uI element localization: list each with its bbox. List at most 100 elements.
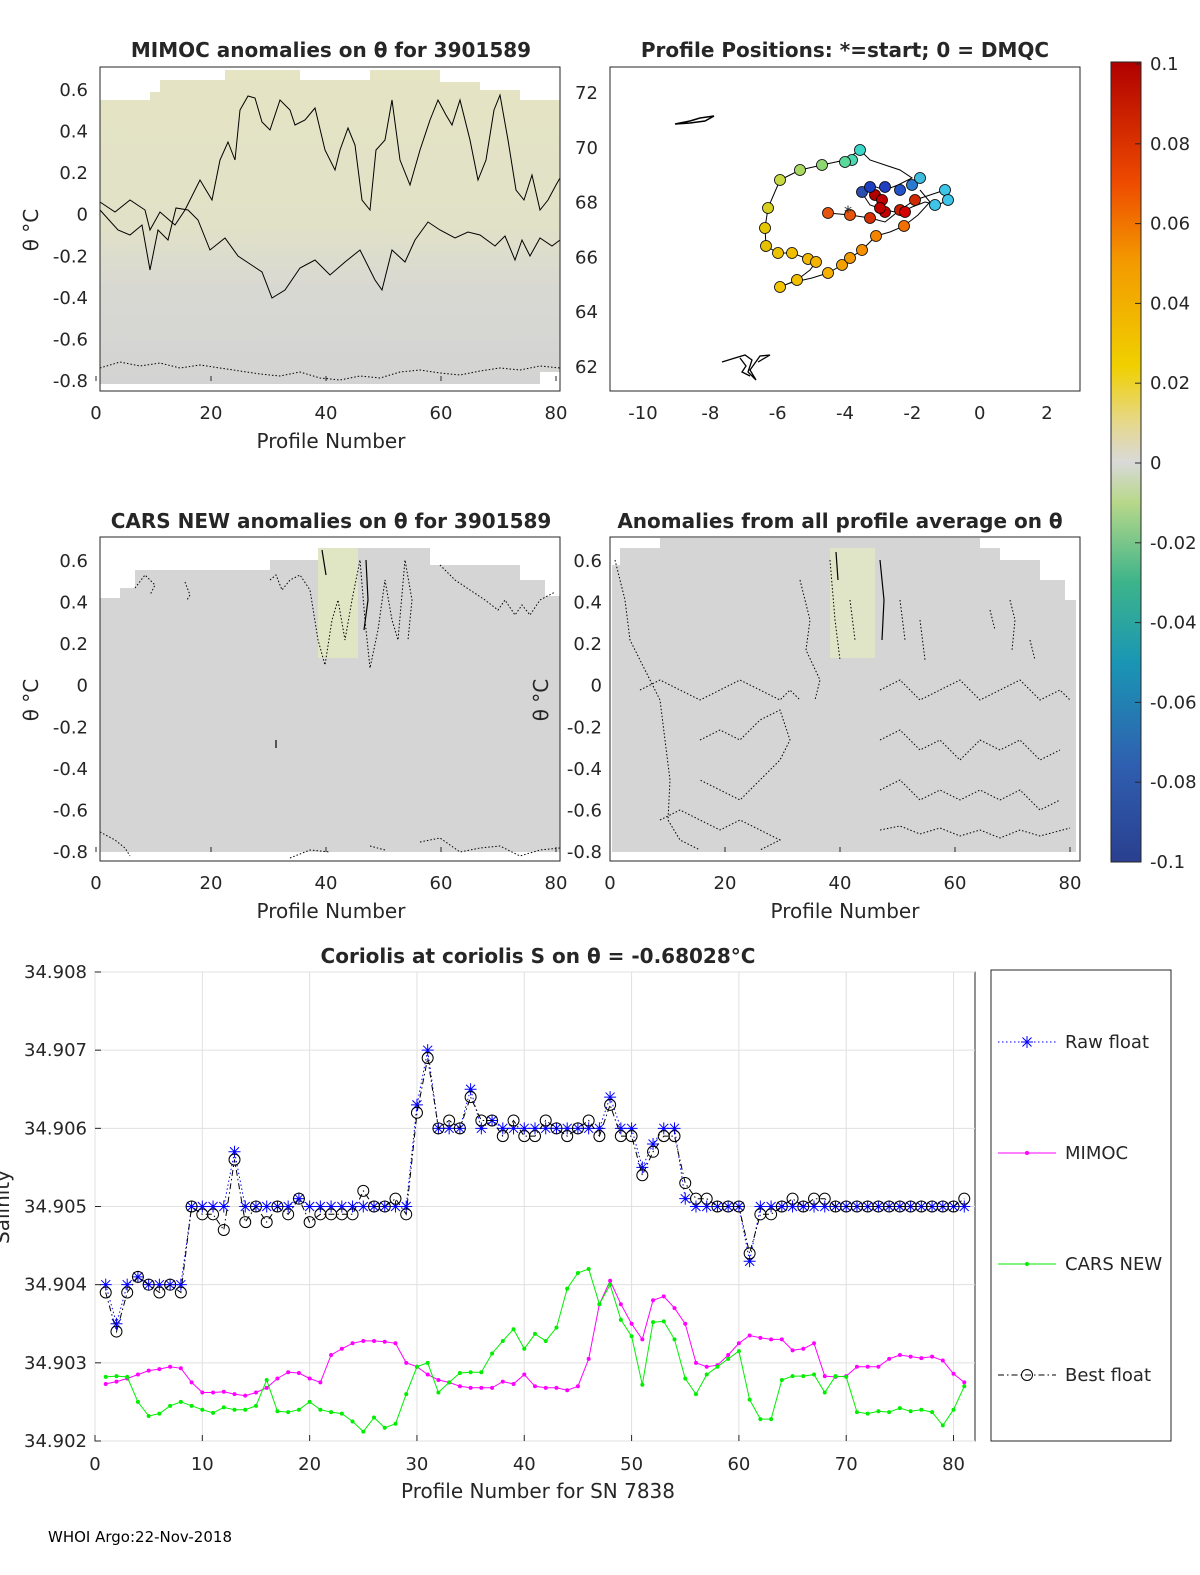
mimoc-ytick: 0 — [77, 205, 88, 226]
data-point — [539, 1122, 552, 1135]
colorbar-tick-labels: 0.1 0.08 0.06 0.04 0.02 0 -0.02 -0.04 -0.06 -0.08… — [1135, 54, 1197, 873]
data-point — [700, 1192, 713, 1205]
data-point — [264, 1378, 269, 1383]
cars-xtick: 80 — [545, 873, 568, 894]
mimoc-panel: MIMOC anomalies on θ for 3901589 0 20 40 60… — [19, 38, 567, 453]
cars-title: CARS NEW anomalies on θ for 3901589 — [111, 509, 552, 533]
data-point — [189, 1403, 194, 1408]
data-point — [958, 1192, 971, 1205]
data-point — [400, 1208, 413, 1221]
legend-label: Best float — [1065, 1365, 1151, 1386]
positions-xtick: -4 — [836, 403, 854, 424]
cars-ytick: 0.4 — [59, 593, 88, 614]
data-point — [146, 1413, 151, 1418]
positions-xtick: 2 — [1041, 403, 1052, 424]
data-point — [554, 1385, 559, 1390]
data-point — [908, 1409, 913, 1414]
data-point — [647, 1137, 660, 1150]
salinity-ylabel: Salinity — [0, 1170, 14, 1244]
colorbar-gradient — [1110, 61, 1142, 863]
data-point — [812, 1341, 817, 1346]
data-point — [314, 1200, 327, 1213]
data-point — [529, 1130, 541, 1143]
data-point — [468, 1385, 473, 1390]
data-point — [711, 1200, 724, 1213]
data-point — [264, 1385, 269, 1390]
data-point — [121, 1286, 134, 1299]
salinity-legend: Raw float MIMOC CARS NEW Best float — [998, 1032, 1162, 1386]
data-point — [457, 1370, 462, 1375]
data-point — [661, 1319, 666, 1324]
data-point — [99, 1278, 112, 1291]
data-point — [958, 1200, 971, 1213]
data-point — [464, 1083, 477, 1096]
data-point — [758, 1417, 763, 1422]
data-point — [221, 1389, 226, 1394]
data-point — [329, 1353, 334, 1358]
salinity-legend-box — [990, 969, 1172, 1442]
data-point — [962, 1384, 967, 1389]
salinity-chart: Coriolis at coriolis S on θ = -0.68028°C… — [0, 944, 1172, 1503]
data-point — [443, 1114, 456, 1127]
cars-x-tick-labels: 0 20 40 60 80 — [90, 847, 567, 894]
mimoc-ytick: -0.8 — [53, 371, 88, 392]
data-point — [275, 1376, 280, 1381]
cars-ytick: 0.6 — [59, 551, 88, 572]
salinity-ytick: 34.907 — [24, 1040, 87, 1061]
data-point — [951, 1371, 956, 1376]
data-point — [533, 1331, 537, 1336]
data-point — [232, 1407, 237, 1412]
allavg-ytick: 0.4 — [573, 593, 602, 614]
data-point — [253, 1390, 258, 1395]
legend-item: Best float — [998, 1365, 1151, 1386]
data-point — [217, 1200, 230, 1213]
data-point — [425, 1360, 430, 1365]
data-point — [636, 1161, 649, 1174]
data-point — [486, 1114, 499, 1127]
salinity-x-tick-labels: 0 10 20 30 40 50 60 70 80 — [89, 1435, 965, 1475]
data-point — [479, 1385, 484, 1390]
data-point — [318, 1380, 323, 1385]
data-point — [722, 1200, 735, 1213]
positions-xtick: -10 — [628, 403, 657, 424]
salinity-ytick: 34.903 — [24, 1353, 87, 1374]
data-point — [640, 1337, 645, 1342]
data-point — [872, 1200, 885, 1213]
data-point — [174, 1286, 187, 1299]
data-point — [651, 1298, 656, 1303]
salinity-xtick: 10 — [191, 1454, 214, 1475]
cars-xtick: 60 — [430, 873, 453, 894]
data-point — [715, 1364, 720, 1369]
data-point — [693, 1392, 698, 1397]
data-point — [221, 1405, 226, 1410]
mimoc-xtick: 0 — [90, 403, 101, 424]
profile-position-markers: * — [759, 144, 954, 293]
data-point — [239, 1216, 252, 1229]
mimoc-ytick: 0.4 — [59, 122, 88, 143]
allavg-panel: Anomalies from all profile average on θ … — [529, 509, 1081, 923]
data-point — [887, 1356, 892, 1361]
series-mimoc — [103, 1278, 967, 1398]
data-point — [786, 1200, 799, 1213]
allavg-axes-box — [609, 536, 1081, 862]
allavg-xlabel: Profile Number — [771, 899, 921, 923]
data-point — [307, 1399, 312, 1404]
allavg-xtick: 80 — [1059, 873, 1082, 894]
data-point — [500, 1379, 505, 1384]
profile-position-marker — [942, 194, 954, 206]
profile-position-marker — [864, 181, 876, 193]
data-point — [561, 1130, 574, 1143]
data-point — [726, 1356, 731, 1361]
salinity-xlabel: Profile Number for SN 7838 — [401, 1479, 675, 1503]
coastline-iceland-north — [674, 115, 715, 125]
data-point — [593, 1130, 606, 1143]
profile-position-marker — [839, 156, 851, 168]
cars-xlabel: Profile Number — [257, 899, 407, 923]
colorbar-tick: -0.04 — [1150, 613, 1197, 634]
data-point — [962, 1380, 967, 1385]
allavg-ytick: 0.6 — [573, 551, 602, 572]
positions-x-tick-labels: -10 -8 -6 -4 -2 0 2 — [628, 403, 1052, 424]
data-point — [808, 1200, 821, 1213]
data-point — [926, 1200, 939, 1213]
data-point — [490, 1385, 495, 1390]
